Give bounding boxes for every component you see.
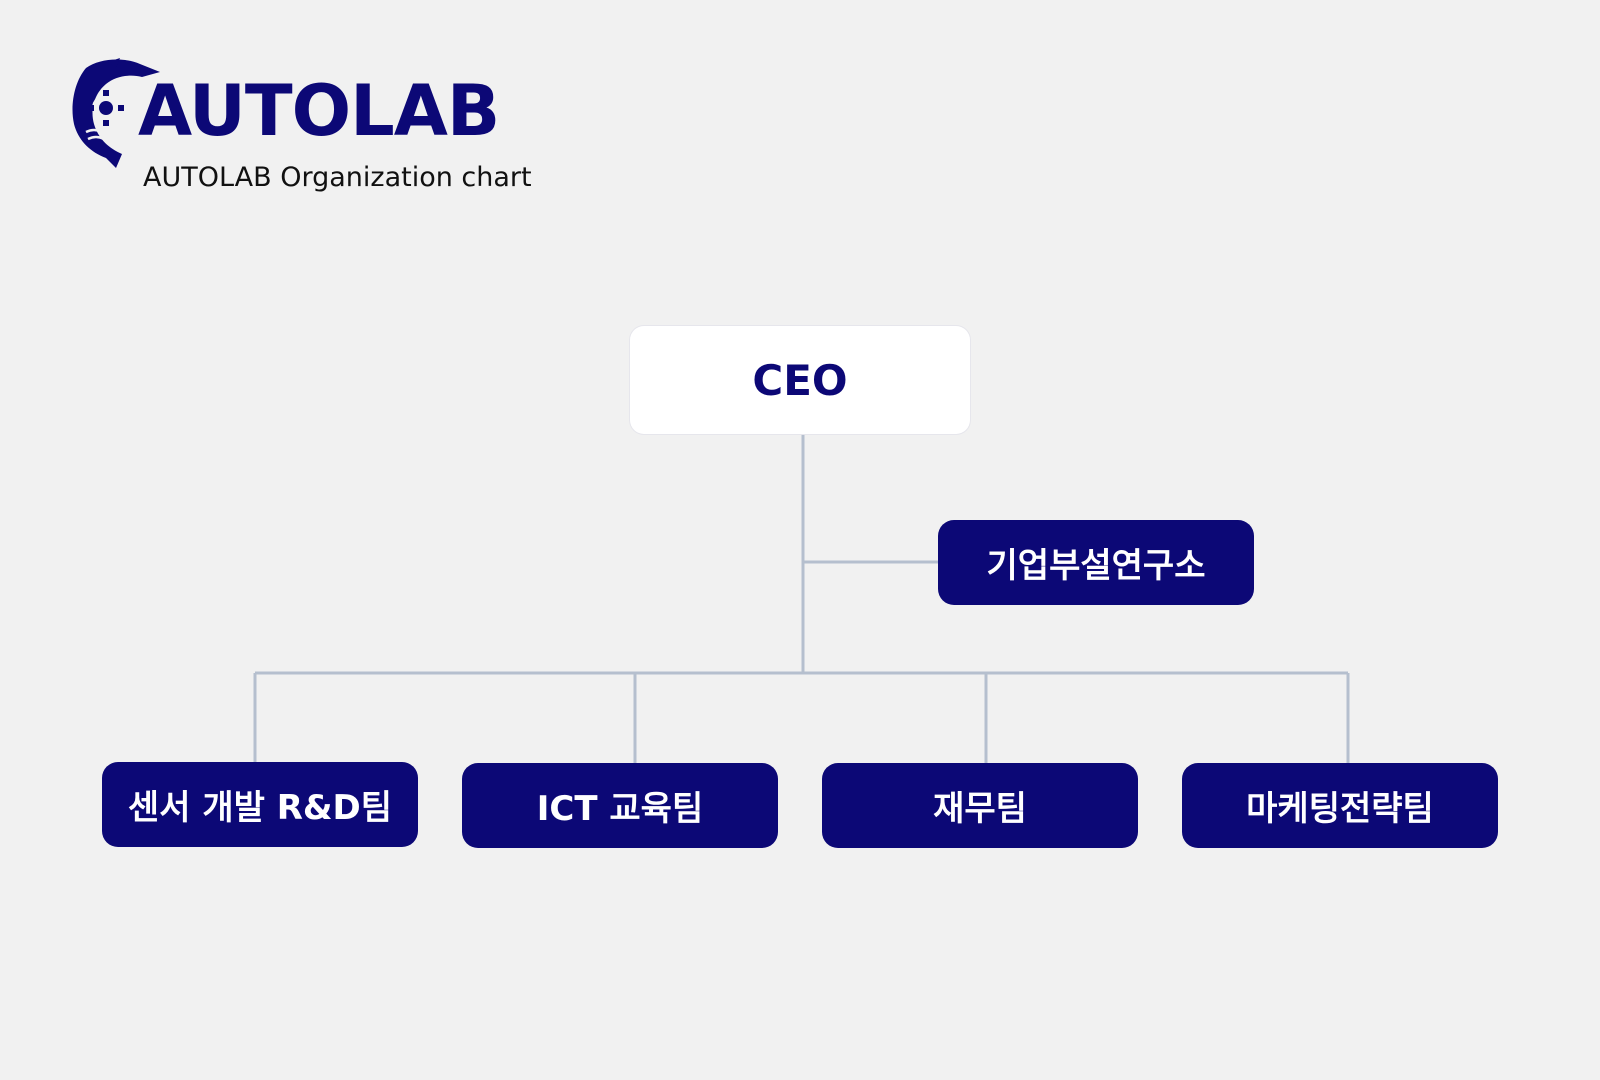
chart-subtitle: AUTOLAB Organization chart [143, 162, 532, 193]
logo-wordmark: AUTOLAB [138, 70, 500, 152]
org-node-marketing-strategy-team: 마케팅전략팀 [1182, 763, 1498, 848]
org-node-research-institute: 기업부설연구소 [938, 520, 1254, 605]
org-node-ict-education-team: ICT 교육팀 [462, 763, 778, 848]
org-node-ceo: CEO [630, 326, 970, 434]
org-node-finance-team: 재무팀 [822, 763, 1138, 848]
org-node-sensor-rd-team: 센서 개발 R&D팀 [102, 762, 418, 847]
company-logo: AUTOLAB [72, 58, 552, 198]
dolphin-gear-wave-icon [72, 58, 160, 168]
